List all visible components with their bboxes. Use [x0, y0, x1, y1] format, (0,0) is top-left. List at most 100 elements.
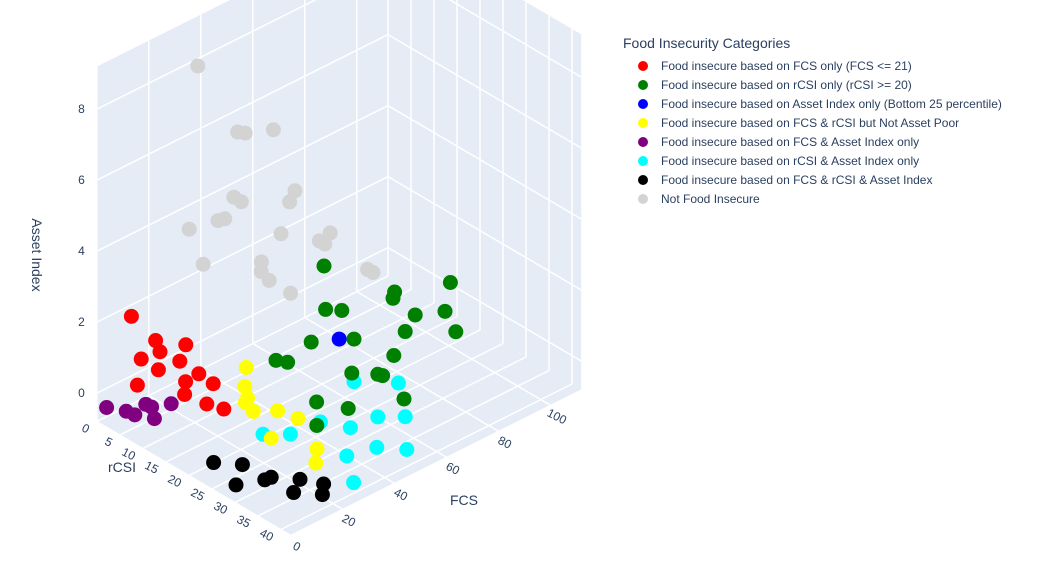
data-point[interactable] [217, 211, 233, 227]
z-gridline [387, 33, 582, 149]
data-point[interactable] [234, 457, 250, 473]
data-point[interactable] [314, 487, 330, 503]
data-point[interactable] [399, 442, 415, 457]
data-point[interactable] [199, 396, 215, 412]
legend-item[interactable]: Food insecure based on rCSI & Asset Inde… [622, 151, 1057, 170]
data-point[interactable] [238, 360, 254, 375]
data-point[interactable] [317, 236, 333, 252]
data-point[interactable] [228, 477, 244, 493]
data-point[interactable] [370, 409, 386, 425]
data-point[interactable] [309, 394, 325, 410]
data-point[interactable] [273, 226, 289, 242]
data-point[interactable] [282, 194, 298, 210]
data-point[interactable] [265, 122, 281, 138]
data-point[interactable] [245, 404, 261, 419]
data-point[interactable] [292, 471, 308, 487]
data-point[interactable] [127, 407, 143, 423]
data-point[interactable] [123, 308, 139, 324]
data-point[interactable] [316, 258, 332, 274]
data-point[interactable] [237, 379, 253, 395]
data-point[interactable] [206, 455, 222, 471]
legend-marker-icon [638, 98, 648, 109]
data-point[interactable] [148, 333, 164, 349]
data-point[interactable] [303, 334, 319, 350]
data-point[interactable] [138, 396, 154, 412]
data-point[interactable] [195, 256, 211, 272]
data-point[interactable] [181, 221, 197, 237]
legend-item[interactable]: Food insecure based on FCS & rCSI but No… [622, 113, 1057, 132]
data-point[interactable] [268, 352, 284, 368]
data-point[interactable] [396, 391, 412, 407]
data-point[interactable] [290, 411, 306, 427]
legend-item[interactable]: Food insecure based on rCSI only (rCSI >… [622, 75, 1057, 94]
data-point[interactable] [386, 348, 402, 363]
data-point[interactable] [146, 411, 162, 427]
data-point[interactable] [331, 331, 347, 347]
data-point[interactable] [226, 189, 242, 205]
data-point[interactable] [442, 275, 458, 290]
data-point[interactable] [387, 284, 403, 300]
data-point[interactable] [437, 303, 453, 319]
data-point[interactable] [216, 401, 232, 417]
data-point[interactable] [407, 307, 423, 323]
data-point[interactable] [283, 285, 299, 301]
data-point[interactable] [282, 426, 298, 442]
data-point[interactable] [346, 331, 362, 347]
data-point[interactable] [342, 420, 358, 436]
data-point[interactable] [99, 400, 115, 415]
data-point[interactable] [346, 475, 362, 491]
data-point[interactable] [270, 403, 286, 419]
x-tick-label: 20 [340, 511, 359, 530]
legend-item[interactable]: Not Food Insecure [622, 189, 1057, 208]
data-point[interactable] [191, 366, 207, 382]
data-point[interactable] [205, 376, 221, 392]
data-point[interactable] [322, 225, 338, 241]
data-point[interactable] [240, 390, 256, 406]
legend-item[interactable]: Food insecure based on FCS & Asset Index… [622, 132, 1057, 151]
data-point[interactable] [318, 301, 334, 317]
data-point[interactable] [390, 375, 406, 391]
y-tick-label: 20 [166, 472, 185, 491]
legend-item[interactable]: Food insecure based on Asset Index only … [622, 94, 1057, 113]
data-point[interactable] [177, 386, 193, 402]
legend-item[interactable]: Food insecure based on FCS only (FCS <= … [622, 56, 1057, 75]
data-point[interactable] [339, 448, 355, 464]
data-point[interactable] [448, 324, 464, 340]
data-point[interactable] [280, 354, 296, 370]
z-gridline [96, 246, 389, 394]
legend-item[interactable]: Food insecure based on FCS & rCSI & Asse… [622, 170, 1057, 189]
data-points[interactable] [99, 58, 464, 503]
data-point[interactable] [261, 273, 277, 288]
data-point[interactable] [257, 472, 273, 488]
data-point[interactable] [287, 183, 303, 199]
data-point[interactable] [308, 455, 324, 471]
data-point[interactable] [334, 303, 350, 318]
data-point[interactable] [309, 417, 325, 433]
legend: Food Insecurity Categories Food insecure… [622, 34, 1057, 208]
data-point[interactable] [397, 409, 413, 425]
data-point[interactable] [397, 324, 413, 340]
data-point[interactable] [190, 58, 206, 74]
data-point[interactable] [133, 351, 149, 367]
data-point[interactable] [309, 441, 325, 457]
y-gridline [165, 315, 458, 463]
data-point[interactable] [263, 430, 279, 446]
data-point[interactable] [163, 396, 179, 412]
data-point[interactable] [286, 485, 302, 501]
x-tick-label: 0 [291, 539, 304, 555]
data-point[interactable] [340, 400, 356, 416]
data-point[interactable] [150, 362, 166, 378]
z-gridline [96, 104, 389, 252]
data-point[interactable] [172, 353, 188, 369]
y-gridline [188, 329, 481, 477]
data-point[interactable] [129, 377, 145, 393]
data-point[interactable] [178, 337, 194, 353]
data-point[interactable] [375, 368, 391, 384]
data-point[interactable] [369, 439, 385, 455]
data-point[interactable] [344, 365, 360, 381]
data-point[interactable] [178, 374, 194, 390]
data-point[interactable] [230, 124, 246, 140]
y-tick-label: 15 [143, 458, 162, 477]
data-point[interactable] [365, 265, 381, 280]
